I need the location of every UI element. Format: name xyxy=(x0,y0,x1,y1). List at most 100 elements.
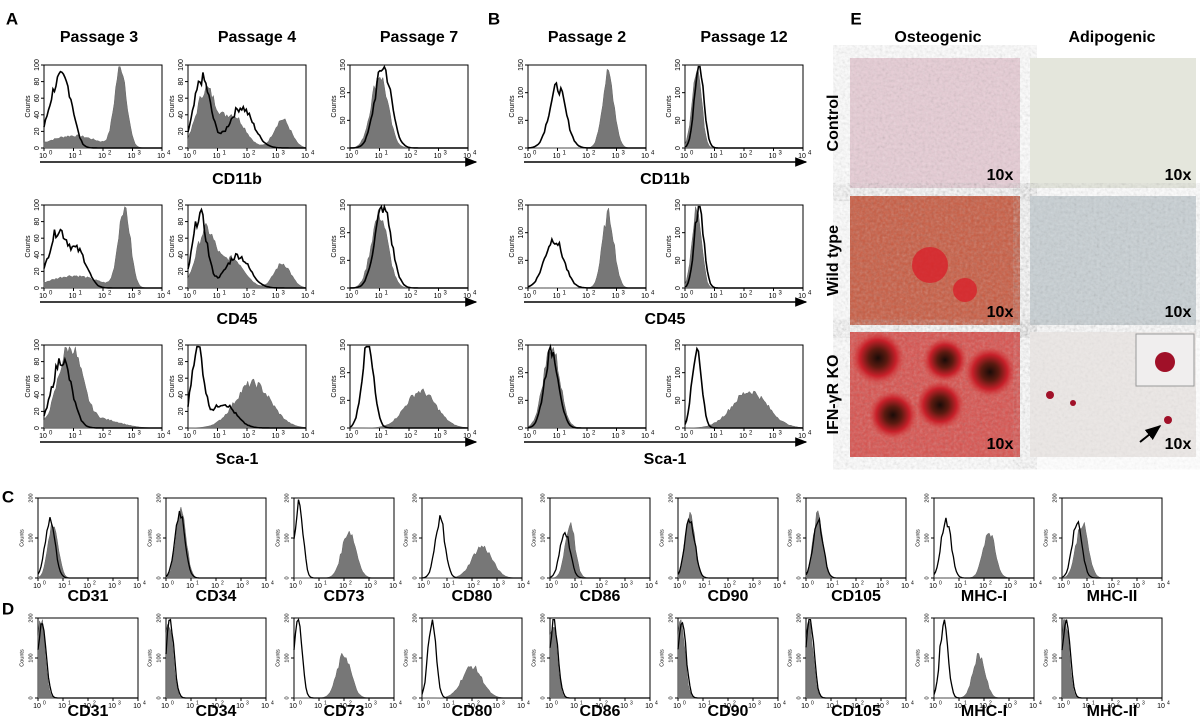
x-tick-label: 10 xyxy=(929,583,937,590)
x-tick-exponent: 4 xyxy=(808,151,812,157)
label: MHC-II xyxy=(1087,703,1138,720)
y-tick-label: 100 xyxy=(540,533,546,542)
y-tick-label: 0 xyxy=(924,576,930,579)
y-axis-label: Counts xyxy=(275,649,281,667)
x-tick-exponent: 3 xyxy=(758,580,761,586)
x-tick-exponent: 2 xyxy=(592,291,596,297)
y-tick-label: 100 xyxy=(518,367,525,379)
filled-histogram xyxy=(187,222,307,289)
x-tick-label: 10 xyxy=(698,583,706,590)
y-tick-label: 0 xyxy=(156,576,162,579)
photo-grain xyxy=(1030,196,1196,325)
x-tick-label: 10 xyxy=(345,433,353,440)
x-tick-label: 10 xyxy=(213,433,221,440)
x-tick-exponent: 0 xyxy=(811,580,814,586)
x-tick-label: 10 xyxy=(673,583,681,590)
x-tick-label: 10 xyxy=(1082,583,1090,590)
y-tick-label: 60 xyxy=(178,374,185,382)
x-tick-label: 10 xyxy=(183,153,191,160)
label: CD80 xyxy=(452,588,493,605)
arrow xyxy=(1139,425,1162,443)
label: CD34 xyxy=(196,703,237,720)
y-tick-label: 100 xyxy=(412,653,418,662)
x-tick-label: 10 xyxy=(570,703,578,710)
x-tick-label: 10 xyxy=(242,293,250,300)
y-tick-label: 60 xyxy=(34,234,41,242)
label: 10x xyxy=(987,436,1014,453)
x-tick-exponent: 0 xyxy=(355,151,359,157)
x-tick-label: 10 xyxy=(979,583,987,590)
x-tick-exponent: 2 xyxy=(221,700,224,706)
y-axis-label: Counts xyxy=(659,649,665,667)
x-tick-exponent: 1 xyxy=(836,580,839,586)
x-tick-exponent: 2 xyxy=(252,291,256,297)
x-tick-exponent: 1 xyxy=(223,291,227,297)
x-tick-exponent: 2 xyxy=(1117,700,1120,706)
x-tick-exponent: 1 xyxy=(79,291,83,297)
x-tick-label: 10 xyxy=(434,433,442,440)
x-tick-label: 10 xyxy=(851,703,859,710)
y-tick-label: 0 xyxy=(178,426,185,430)
x-tick-exponent: 4 xyxy=(1039,700,1042,706)
x-tick-label: 10 xyxy=(128,293,136,300)
y-tick-label: 40 xyxy=(178,251,185,259)
x-tick-label: 10 xyxy=(901,583,909,590)
label: IFN-γR KO xyxy=(825,355,842,435)
x-tick-label: 10 xyxy=(680,293,688,300)
plot-frame xyxy=(527,204,647,289)
y-tick-label: 200 xyxy=(412,493,418,502)
x-tick-label: 10 xyxy=(289,703,297,710)
y-tick-label: 60 xyxy=(34,374,41,382)
x-tick-label: 10 xyxy=(463,293,471,300)
y-tick-label: 50 xyxy=(340,256,347,264)
y-tick-label: 100 xyxy=(675,227,682,239)
x-tick-label: 10 xyxy=(39,433,47,440)
y-tick-label: 0 xyxy=(156,696,162,699)
y-tick-label: 100 xyxy=(675,367,682,379)
y-tick-label: 200 xyxy=(924,613,930,622)
y-axis-label: Counts xyxy=(19,529,25,547)
x-tick-exponent: 1 xyxy=(563,291,567,297)
x-tick-exponent: 0 xyxy=(1067,580,1070,586)
y-axis-label: Counts xyxy=(666,95,673,118)
x-tick-exponent: 3 xyxy=(779,431,783,437)
y-axis-label: Counts xyxy=(25,95,32,118)
y-tick-label: 20 xyxy=(34,407,41,415)
x-tick-label: 10 xyxy=(641,293,649,300)
x-tick-exponent: 2 xyxy=(414,151,418,157)
open-histogram xyxy=(187,345,306,429)
x-tick-exponent: 1 xyxy=(720,291,724,297)
y-tick-label: 100 xyxy=(178,199,185,211)
x-tick-label: 10 xyxy=(673,703,681,710)
y-tick-label: 40 xyxy=(34,251,41,259)
y-tick-label: 200 xyxy=(540,613,546,622)
open-histogram xyxy=(43,228,162,289)
photo xyxy=(1030,58,1196,188)
x-tick-label: 10 xyxy=(798,153,806,160)
y-tick-label: 100 xyxy=(156,653,162,662)
label: Passage 7 xyxy=(380,29,458,46)
label: CD86 xyxy=(580,703,621,720)
x-tick-exponent: 0 xyxy=(193,151,197,157)
x-tick-label: 10 xyxy=(1057,703,1065,710)
y-axis-label: Counts xyxy=(275,529,281,547)
open-histogram xyxy=(349,65,468,149)
x-tick-label: 10 xyxy=(404,293,412,300)
y-axis-label: Counts xyxy=(331,95,338,118)
x-tick-exponent: 3 xyxy=(1014,700,1017,706)
photo-panels xyxy=(850,58,1196,457)
x-tick-exponent: 2 xyxy=(108,291,112,297)
label: MHC-II xyxy=(1087,588,1138,605)
y-tick-label: 0 xyxy=(796,696,802,699)
filled-histogram xyxy=(349,388,469,429)
x-tick-label: 10 xyxy=(157,293,165,300)
y-tick-label: 0 xyxy=(412,696,418,699)
x-tick-label: 10 xyxy=(33,703,41,710)
x-tick-label: 10 xyxy=(213,153,221,160)
y-tick-label: 100 xyxy=(924,653,930,662)
x-tick-label: 10 xyxy=(161,583,169,590)
x-tick-exponent: 2 xyxy=(605,700,608,706)
x-tick-exponent: 0 xyxy=(939,580,942,586)
x-tick-label: 10 xyxy=(404,153,412,160)
y-tick-label: 100 xyxy=(675,87,682,99)
